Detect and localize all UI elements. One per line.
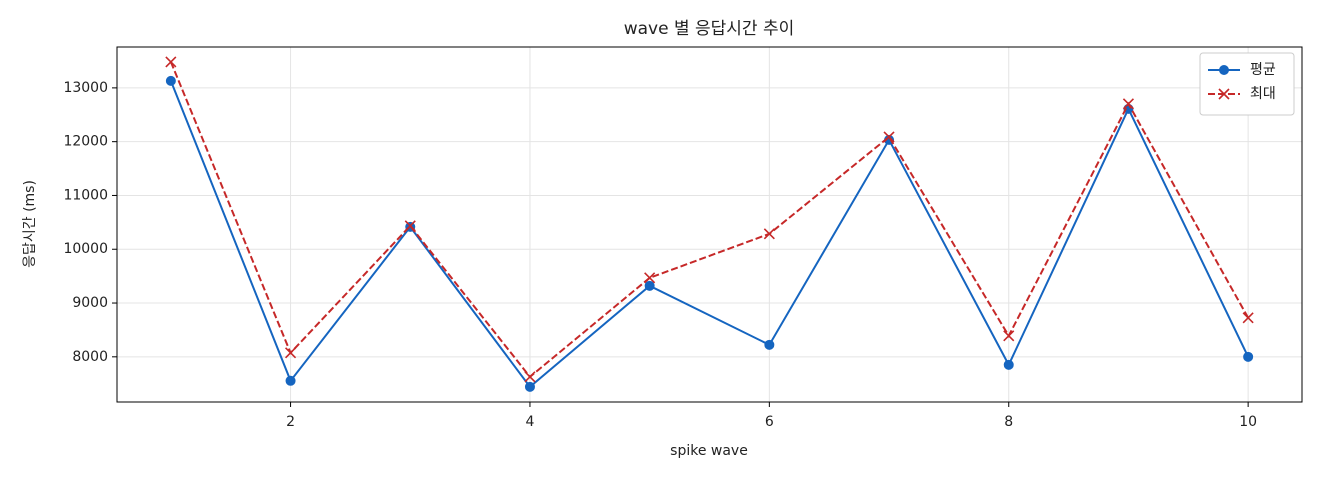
- marker: [644, 272, 656, 284]
- x-axis-label: spike wave: [670, 443, 748, 459]
- marker: [1003, 330, 1015, 342]
- marker: [1003, 359, 1014, 370]
- y-tick-label: 10000: [63, 241, 108, 257]
- marker: [1219, 65, 1229, 75]
- series-line: [169, 61, 1250, 379]
- x-tick-label: 4: [525, 414, 534, 430]
- marker: [285, 375, 296, 386]
- x-tick-label: 8: [1004, 414, 1013, 430]
- x-tick-label: 2: [286, 414, 295, 430]
- legend-label: 평균: [1250, 62, 1276, 78]
- marker: [883, 131, 895, 143]
- y-tick-label: 11000: [63, 187, 108, 203]
- marker: [165, 56, 177, 68]
- x-tick-label: 10: [1239, 414, 1257, 430]
- marker: [404, 220, 416, 232]
- marker: [1243, 351, 1254, 362]
- marker: [284, 347, 297, 359]
- x-tick-label: 6: [765, 414, 774, 430]
- marker: [1218, 88, 1230, 100]
- marker: [1242, 312, 1254, 324]
- marker: [524, 371, 536, 383]
- marker: [644, 280, 655, 291]
- y-tick-label: 9000: [72, 295, 108, 311]
- plot-frame: [116, 46, 1303, 403]
- marker: [1122, 98, 1135, 110]
- y-tick-label: 12000: [63, 134, 108, 150]
- chart-title: wave 별 응답시간 추이: [624, 19, 795, 39]
- y-tick-label: 13000: [63, 80, 108, 96]
- y-axis-label: 응답시간 (ms): [22, 180, 38, 268]
- marker: [763, 228, 775, 240]
- series-line: [169, 80, 1250, 389]
- marker: [764, 339, 775, 350]
- y-tick-label: 8000: [72, 349, 108, 365]
- marker: [165, 75, 176, 86]
- legend-label: 최대: [1250, 86, 1276, 102]
- marker: [524, 381, 535, 392]
- legend-box: [1199, 52, 1295, 116]
